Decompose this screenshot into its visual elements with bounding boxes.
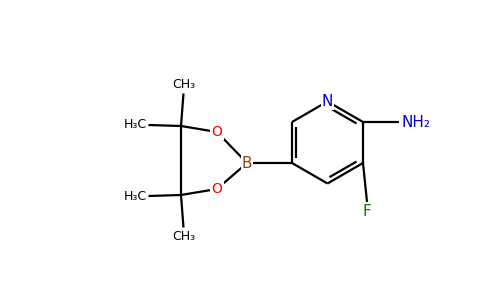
Text: NH₂: NH₂ (402, 115, 430, 130)
Text: O: O (212, 125, 223, 139)
Text: H₃C: H₃C (123, 118, 147, 131)
Text: F: F (363, 205, 371, 220)
Text: CH₃: CH₃ (172, 79, 195, 92)
Text: H₃C: H₃C (123, 190, 147, 202)
Text: O: O (212, 182, 223, 196)
Text: CH₃: CH₃ (172, 230, 195, 242)
Text: B: B (242, 155, 252, 170)
Text: N: N (322, 94, 333, 109)
